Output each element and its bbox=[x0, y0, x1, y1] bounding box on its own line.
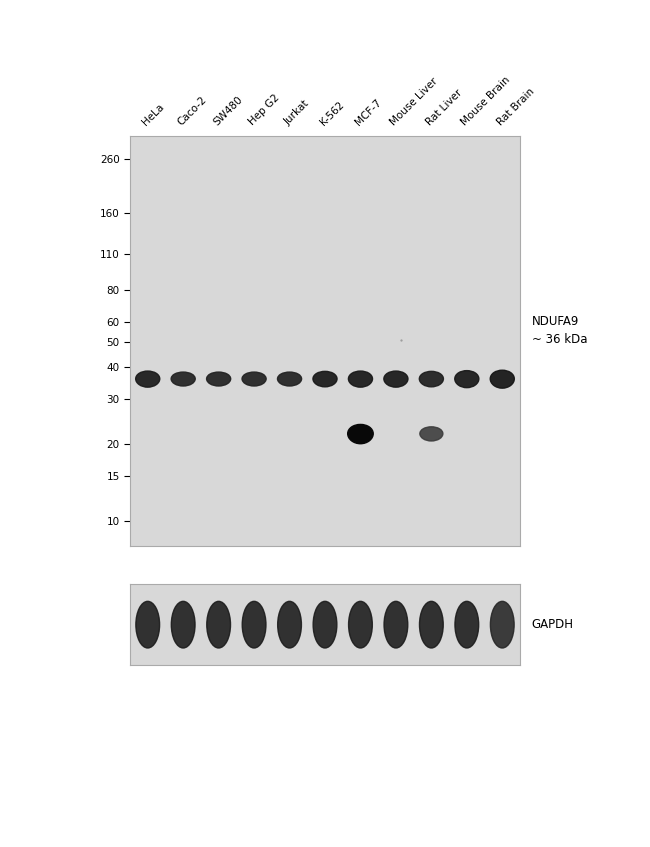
Ellipse shape bbox=[207, 372, 231, 386]
Ellipse shape bbox=[278, 372, 302, 386]
Ellipse shape bbox=[490, 370, 514, 388]
Ellipse shape bbox=[242, 601, 266, 648]
Text: Rat Brain: Rat Brain bbox=[495, 86, 536, 127]
Text: Rat Liver: Rat Liver bbox=[424, 87, 464, 127]
Ellipse shape bbox=[384, 371, 408, 387]
Ellipse shape bbox=[136, 371, 160, 387]
Ellipse shape bbox=[313, 371, 337, 387]
Ellipse shape bbox=[207, 601, 231, 648]
Ellipse shape bbox=[348, 601, 372, 648]
Ellipse shape bbox=[420, 427, 443, 441]
Ellipse shape bbox=[419, 371, 443, 387]
Ellipse shape bbox=[171, 372, 195, 386]
Ellipse shape bbox=[242, 372, 266, 386]
Text: Mouse Liver: Mouse Liver bbox=[389, 76, 440, 127]
Ellipse shape bbox=[348, 371, 372, 387]
Text: NDUFA9
~ 36 kDa: NDUFA9 ~ 36 kDa bbox=[532, 315, 587, 346]
Ellipse shape bbox=[348, 424, 373, 444]
Ellipse shape bbox=[384, 601, 408, 648]
Text: Caco-2: Caco-2 bbox=[176, 94, 209, 127]
Text: Hep G2: Hep G2 bbox=[247, 93, 281, 127]
Ellipse shape bbox=[490, 601, 514, 648]
Text: SW480: SW480 bbox=[211, 94, 244, 127]
Text: Mouse Brain: Mouse Brain bbox=[460, 75, 512, 127]
Text: MCF-7: MCF-7 bbox=[354, 97, 384, 127]
Text: Jurkat: Jurkat bbox=[283, 98, 311, 127]
Ellipse shape bbox=[313, 601, 337, 648]
Ellipse shape bbox=[455, 601, 478, 648]
Text: GAPDH: GAPDH bbox=[532, 618, 574, 631]
Ellipse shape bbox=[172, 601, 195, 648]
Ellipse shape bbox=[278, 601, 302, 648]
Ellipse shape bbox=[419, 601, 443, 648]
Ellipse shape bbox=[455, 371, 479, 388]
Text: HeLa: HeLa bbox=[140, 102, 166, 127]
Text: K-562: K-562 bbox=[318, 100, 346, 127]
Ellipse shape bbox=[136, 601, 160, 648]
